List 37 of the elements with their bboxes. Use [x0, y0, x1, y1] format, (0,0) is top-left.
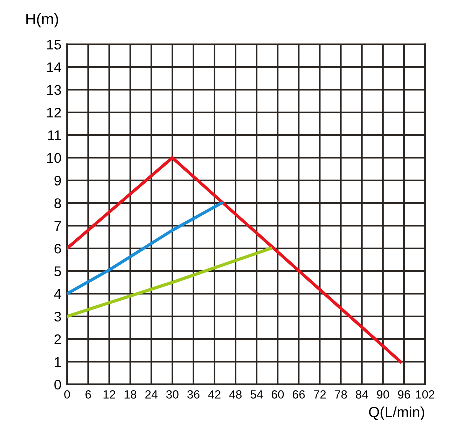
y-tick-label: 1 [55, 357, 62, 367]
y-tick-label: 15 [47, 40, 62, 50]
y-tick-label: 9 [54, 176, 62, 186]
x-tick-label: 78 [335, 390, 348, 399]
x-tick-label: 36 [188, 390, 200, 399]
x-tick-label: 6 [86, 390, 92, 399]
x-tick-label: 60 [272, 390, 284, 399]
x-tick-label: 48 [230, 390, 242, 399]
y-tick-label: 5 [54, 266, 62, 276]
y-tick-label: 8 [54, 198, 62, 208]
y-axis-title: H(m) [26, 13, 58, 28]
y-tick-label: 4 [54, 289, 62, 299]
x-tick-label: 12 [104, 390, 116, 399]
x-tick-label: 96 [398, 390, 410, 399]
x-tick-label: 24 [146, 390, 158, 399]
y-tick-label: 10 [47, 153, 62, 164]
x-tick-label: 66 [293, 390, 306, 399]
x-tick-label: 102 [416, 390, 435, 399]
x-axis-title: Q(L/min) [369, 406, 424, 420]
x-tick-label: 0 [64, 390, 70, 399]
x-tick-label: 42 [208, 390, 221, 399]
y-tick-label: 6 [54, 244, 62, 254]
y-tick-label: 11 [48, 130, 62, 140]
y-tick-label: 14 [47, 62, 62, 72]
y-tick-label: 2 [54, 334, 62, 344]
line-series [67, 202, 224, 296]
x-tick-label: 84 [356, 390, 368, 399]
x-tick-label: 54 [250, 390, 264, 399]
y-tick-label: 3 [54, 312, 62, 322]
x-tick-label: 90 [377, 390, 390, 399]
y-tick-label: 12 [47, 108, 62, 118]
y-tick-label: 0 [54, 380, 62, 390]
y-tick-label: 7 [54, 221, 62, 231]
x-tick-label: 30 [166, 390, 179, 399]
x-tick-label: 18 [124, 390, 137, 399]
y-tick-label: 13 [47, 85, 62, 96]
x-tick-label: 72 [314, 390, 326, 399]
